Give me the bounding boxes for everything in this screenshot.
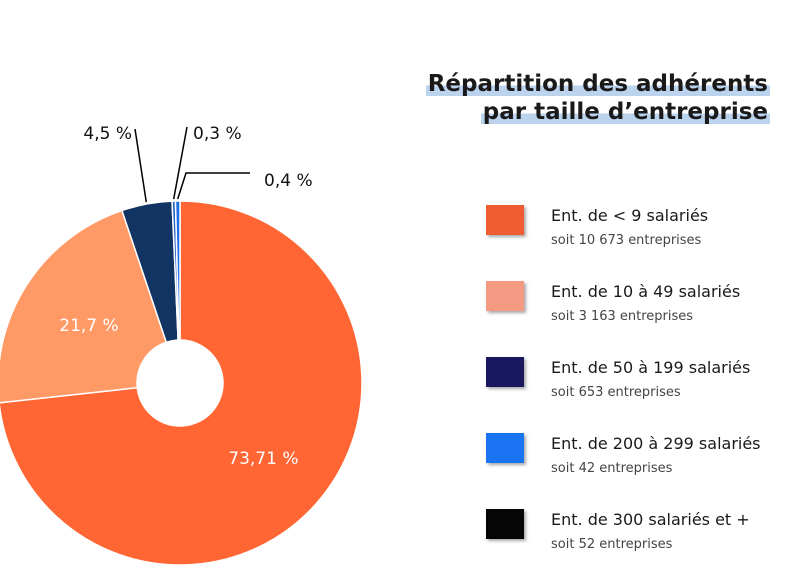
legend-count: soit 3 163 entreprises (551, 309, 694, 324)
data-label-0-4: 0,4 % (264, 171, 313, 191)
leader-line-0-4 (176, 172, 250, 200)
legend-count: soit 42 entreprises (551, 461, 673, 476)
pie-slice-4 (174, 200, 181, 341)
legend-item-300-plus: Ent. de 300 salariés et + soit 52 entrep… (486, 506, 796, 582)
data-label-0-3: 0,3 % (193, 124, 242, 144)
legend-label: Ent. de < 9 salariés (551, 206, 709, 225)
legend-swatch (486, 205, 524, 235)
chart-title: Répartition des adhérents par taille d’e… (350, 70, 770, 126)
data-label-73-71: 73,71 % (228, 449, 298, 469)
legend-label: Ent. de 10 à 49 salariés (551, 282, 741, 301)
legend-label: Ent. de 50 à 199 salariés (551, 358, 751, 377)
legend-item-200-299: Ent. de 200 à 299 salariés soit 42 entre… (486, 430, 796, 506)
pie-slice-1 (0, 209, 168, 404)
legend: Ent. de < 9 salariés soit 10 673 entrepr… (486, 202, 796, 582)
pie-slice-0 (0, 200, 363, 566)
legend-swatch (486, 433, 524, 463)
chart-title-line-2: par taille d’entreprise (480, 98, 770, 126)
legend-count: soit 52 entreprises (551, 537, 673, 552)
legend-item-10-49: Ent. de 10 à 49 salariés soit 3 163 entr… (486, 278, 796, 354)
legend-item-50-199: Ent. de 50 à 199 salariés soit 653 entre… (486, 354, 796, 430)
legend-label: Ent. de 300 salariés et + (551, 510, 750, 529)
leader-line-0-3 (172, 126, 188, 200)
legend-swatch (486, 357, 524, 387)
leader-line-4-5 (134, 128, 148, 203)
chart-title-line-1: Répartition des adhérents (425, 70, 770, 98)
legend-swatch (486, 509, 524, 539)
legend-count: soit 10 673 entreprises (551, 233, 702, 248)
legend-label: Ent. de 200 à 299 salariés (551, 434, 761, 453)
data-label-21-7: 21,7 % (59, 316, 118, 336)
legend-swatch (486, 281, 524, 311)
data-label-4-5: 4,5 % (83, 124, 132, 144)
legend-item-lt-9: Ent. de < 9 salariés soit 10 673 entrepr… (486, 202, 796, 278)
legend-count: soit 653 entreprises (551, 385, 681, 400)
